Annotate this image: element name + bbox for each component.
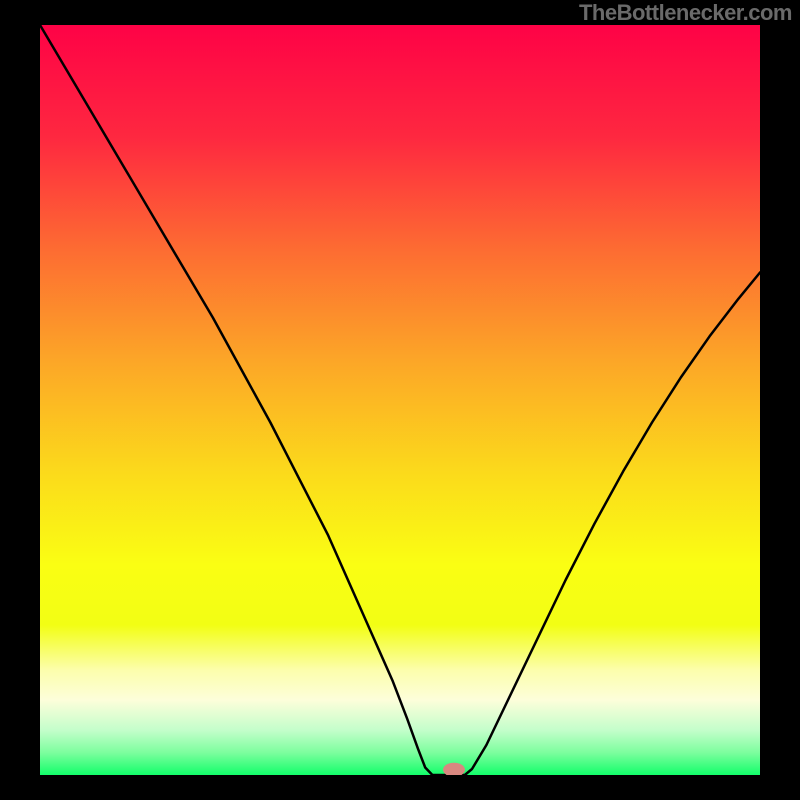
- optimum-marker: [443, 763, 465, 777]
- watermark-text: TheBottlenecker.com: [579, 0, 792, 26]
- stage: TheBottlenecker.com: [0, 0, 800, 800]
- frame-border: [0, 0, 40, 800]
- chart-svg: [0, 0, 800, 800]
- heatmap-background: [40, 25, 760, 775]
- frame-border: [0, 775, 800, 800]
- frame-border: [760, 0, 800, 800]
